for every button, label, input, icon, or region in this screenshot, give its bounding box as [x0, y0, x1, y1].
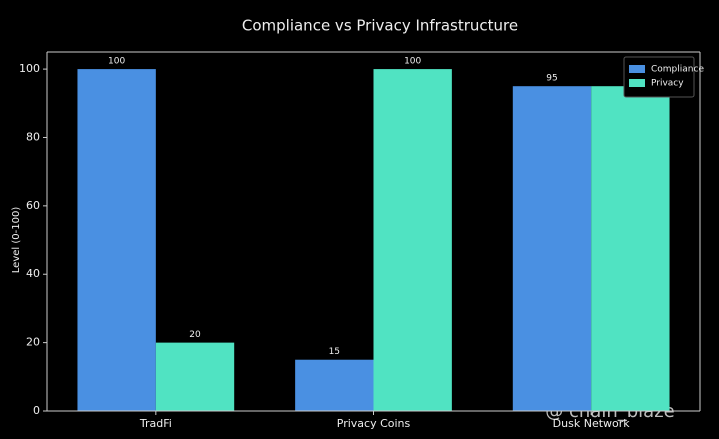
y-tick-label: 100 [19, 62, 40, 75]
bar [512, 86, 592, 411]
value-label: 20 [189, 330, 201, 340]
value-label: 100 [108, 57, 125, 67]
chart-title: Compliance vs Privacy Infrastructure [242, 17, 518, 35]
x-tick-label: Dusk Network [553, 417, 631, 430]
y-tick-label: 20 [26, 336, 40, 349]
x-tick-label: TradFi [139, 417, 172, 430]
value-label: 15 [329, 347, 340, 357]
legend-box [623, 56, 695, 98]
value-label: 100 [404, 57, 421, 67]
y-tick-label: 40 [26, 267, 40, 280]
bar [373, 69, 452, 411]
x-tick-label: Privacy Coins [337, 417, 411, 430]
y-tick-label: 60 [26, 199, 40, 212]
bar [77, 69, 156, 411]
value-label: 95 [546, 74, 557, 84]
y-axis-label: Level (0-100) [11, 207, 22, 274]
legend-label: Privacy [651, 79, 684, 89]
bar [295, 359, 374, 411]
legend-label: Compliance [651, 65, 704, 75]
y-tick-label: 80 [26, 130, 40, 143]
legend-swatch [629, 65, 645, 73]
y-tick-label: 0 [33, 404, 40, 417]
legend-swatch [629, 79, 645, 87]
bar [591, 86, 670, 411]
bar [155, 342, 235, 411]
